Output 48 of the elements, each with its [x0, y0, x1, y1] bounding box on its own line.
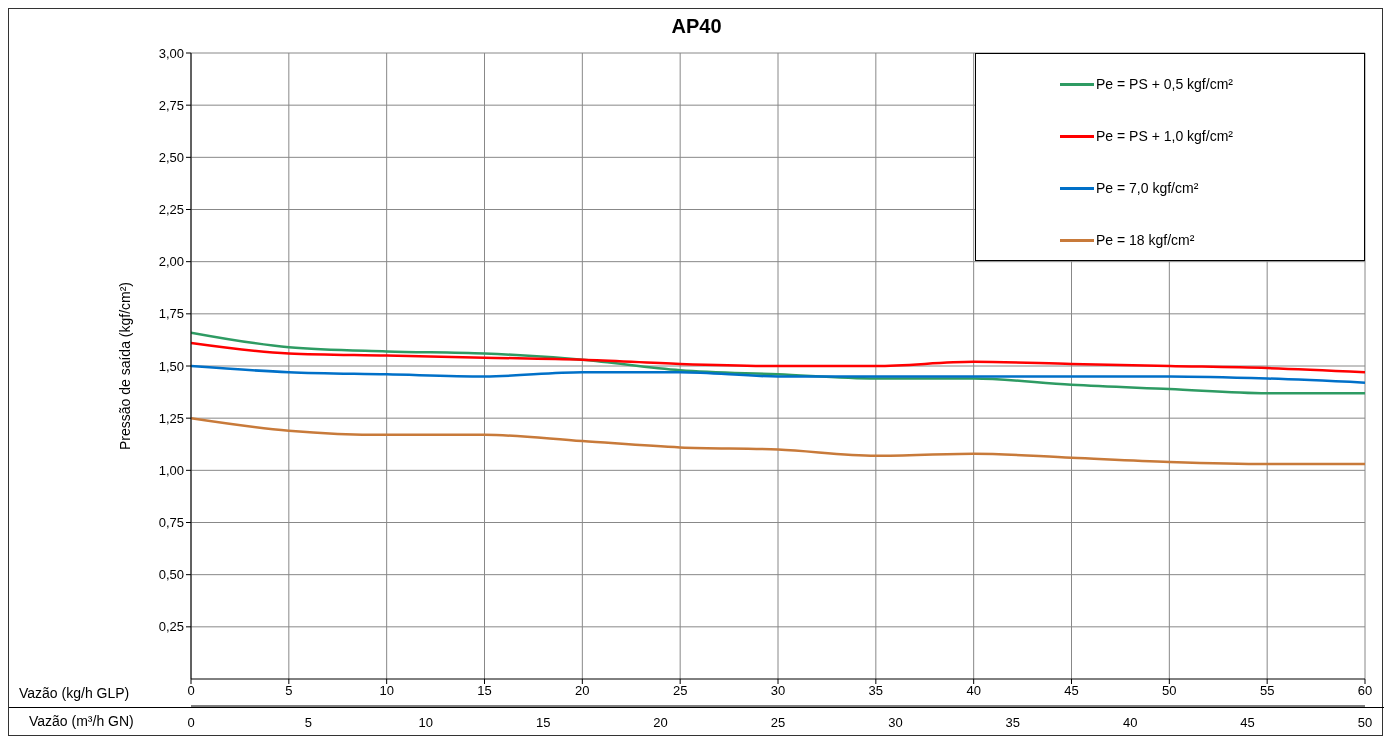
x-tick-label: 40 [966, 683, 981, 699]
y-tick-label: 2,00 [158, 254, 184, 270]
y-tick-label: 2,75 [158, 97, 184, 113]
x-tick-label: 35 [868, 683, 884, 699]
x2-tick-label: 5 [304, 715, 313, 730]
legend-label: Pe = PS + 1,0 kgf/cm² [1096, 128, 1233, 144]
line-series [191, 341, 1365, 374]
x-tick-label: 55 [1259, 683, 1275, 699]
y-tick-label: 1,75 [158, 306, 184, 322]
x2-tick-label: 30 [888, 715, 903, 730]
y-tick-label: 1,00 [158, 462, 184, 478]
y-tick-label: 2,25 [158, 202, 184, 218]
x-tick-label: 0 [187, 683, 195, 699]
line-series [191, 331, 1365, 395]
x2-tick-label: 40 [1122, 715, 1138, 730]
x2-tick-label: 20 [653, 715, 668, 730]
x2-tick-label: 0 [187, 715, 195, 730]
x2-tick-label: 45 [1240, 715, 1255, 730]
legend-label: Pe = 7,0 kgf/cm² [1096, 180, 1199, 196]
legend-label: Pe = 18 kgf/cm² [1096, 232, 1195, 248]
y-tick-label: 3,00 [158, 45, 184, 61]
legend-label: Pe = PS + 0,5 kgf/cm² [1096, 76, 1233, 92]
x-axis-title: Vazão (kg/h GLP) [19, 685, 130, 701]
x-tick-label: 15 [477, 683, 492, 699]
x-tick-label: 50 [1162, 683, 1177, 699]
chart-title: AP40 [670, 15, 723, 38]
x2-tick-label: 15 [535, 715, 551, 730]
y-tick-label: 2,50 [158, 149, 184, 165]
x-tick-label: 20 [575, 683, 590, 699]
x-tick-label: 45 [1064, 683, 1079, 699]
x2-tick-label: 10 [418, 715, 434, 730]
x-tick-label: 25 [672, 683, 688, 699]
x-tick-label: 10 [379, 683, 394, 699]
line-series [191, 416, 1365, 466]
x-tick-label: 60 [1357, 683, 1373, 699]
line-series [191, 364, 1365, 384]
y-axis-title: Pressão de saída (kgf/cm²) [116, 281, 133, 451]
x2-tick-label: 35 [1005, 715, 1021, 730]
x2-tick-label: 50 [1357, 715, 1373, 730]
y-tick-label: 1,50 [158, 358, 184, 374]
x-tick-label: 30 [770, 683, 786, 699]
y-tick-label: 1,25 [158, 410, 184, 426]
x2-axis-title: Vazão (m³/h GN) [29, 713, 134, 729]
y-tick-label: 0,25 [158, 619, 184, 635]
x-tick-label: 5 [285, 683, 293, 699]
y-tick-label: 0,75 [158, 515, 184, 531]
y-tick-label: 0,50 [158, 567, 184, 583]
x2-tick-label: 25 [770, 715, 786, 730]
